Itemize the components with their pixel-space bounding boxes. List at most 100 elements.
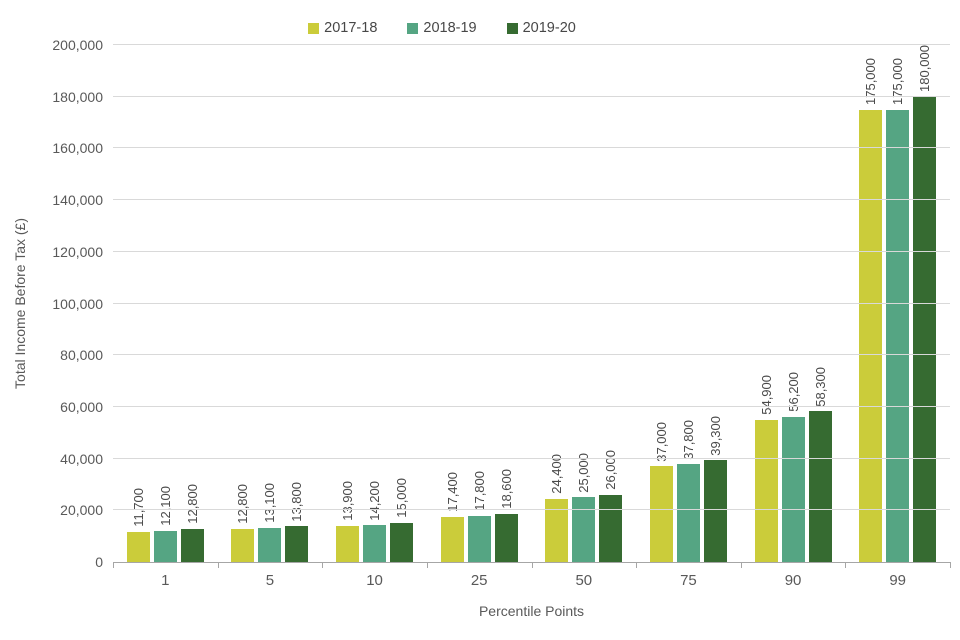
x-category-label: 1: [161, 572, 170, 589]
x-tick: [113, 562, 114, 568]
legend-swatch-2017-18: [308, 22, 320, 34]
plot-area: 11,700 12,100 12,800 12,800 13,100 13,800 13,9…: [113, 44, 950, 563]
bar-slot-2019-20-p99: 180,000: [913, 44, 937, 562]
y-tick-label: 80,000: [60, 347, 103, 364]
legend-swatch-2019-20: [506, 22, 518, 34]
bar-2018-19-p10: [363, 525, 387, 562]
bar-value-label: 13,100: [262, 483, 278, 524]
bar-slot-2018-19-p75: 37,800: [676, 45, 700, 562]
x-tick: [950, 562, 951, 568]
bar-2019-20-p99: [913, 96, 937, 562]
bar-2018-19-p25: [467, 516, 491, 562]
x-tick: [740, 562, 742, 568]
x-tick: [426, 562, 428, 568]
x-category-label: 5: [265, 572, 275, 589]
bar-2017-18-p75: [649, 466, 673, 562]
bar-slot-2019-20-p50: 26,000: [599, 45, 623, 562]
gridline: [113, 354, 950, 356]
y-tick-label: 160,000: [52, 140, 103, 157]
gridline: [113, 44, 950, 45]
x-tick: [322, 562, 324, 568]
bar-2018-19-p90: [781, 416, 805, 562]
y-axis-labels: 0 20,000 40,000 60,000 80,000 100,000 120,000 1…: [0, 37, 103, 570]
gridline: [113, 199, 950, 201]
bar-value-label: 15,000: [394, 478, 410, 519]
bar-value-label: 58,300: [812, 366, 828, 407]
bar-slot-2017-18-p25: 17,400: [440, 45, 464, 562]
legend-item-2019-20: 2019-20: [506, 20, 576, 36]
x-axis-ticks: [113, 562, 951, 568]
bar-value-label: 11,700: [130, 487, 146, 527]
bar-2017-18-p25: [440, 517, 464, 562]
bar-slot-2019-20-p75: 39,300: [703, 45, 727, 562]
gridline: [113, 405, 950, 407]
bar-slot-2018-19-p25: 17,800: [467, 45, 491, 562]
bar-2018-19-p1: [153, 530, 177, 562]
bar-2019-20-p90: [808, 411, 832, 562]
y-tick-label: 140,000: [52, 192, 103, 209]
y-tick-label: 100,000: [52, 295, 103, 312]
bar-value-label: 24,400: [549, 454, 565, 494]
bar-value-label: 17,400: [444, 472, 460, 513]
bar-value-label: 13,900: [340, 481, 356, 522]
bar-group-p5: 12,800 13,100 13,800: [218, 45, 323, 562]
bar-2019-20-p10: [390, 523, 414, 562]
bar-slot-2018-19-p99: 175,000: [886, 45, 910, 562]
legend-label-2019-20: 2019-20: [522, 20, 576, 36]
y-tick-label: 0: [95, 554, 103, 570]
bar-value-label: 13,800: [289, 481, 305, 522]
bar-2018-19-p5: [258, 528, 282, 562]
bar-2018-19-p99: [886, 109, 910, 562]
bar-slot-2019-20-p1: 12,800: [180, 45, 204, 562]
bar-2017-18-p50: [545, 498, 569, 562]
bar-slot-2018-19-p50: 25,000: [572, 45, 596, 562]
bar-value-label: 39,300: [707, 415, 723, 456]
bar-value-label: 37,000: [653, 421, 669, 462]
bar-value-label: 175,000: [890, 57, 906, 105]
bar-value-label: 26,000: [603, 450, 619, 490]
bar-value-label: 37,800: [680, 419, 696, 460]
bar-2017-18-p90: [754, 420, 778, 562]
bar-slot-2018-19-p90: 56,200: [781, 45, 805, 562]
legend-label-2017-18: 2017-18: [324, 20, 378, 36]
gridline: [113, 509, 950, 511]
bar-value-label: 17,800: [471, 471, 487, 511]
bar-slot-2017-18-p50: 24,400: [545, 45, 569, 562]
x-category-label: 75: [680, 572, 697, 589]
legend: 2017-18 2018-19 2019-20: [0, 20, 922, 36]
bar-group-p50: 24,400 25,000 26,000: [532, 45, 637, 562]
x-category-label: 10: [366, 572, 383, 589]
bar-slot-2019-20-p90: 58,300: [808, 45, 832, 562]
x-category-label: 99: [889, 572, 907, 589]
bar-value-label: 12,800: [235, 484, 251, 524]
bar-group-p75: 37,000 37,800 39,300: [636, 45, 741, 562]
bar-slot-2017-18-p99: 175,000: [859, 45, 883, 562]
bar-group-p25: 17,400 17,800 18,600: [427, 45, 532, 562]
legend-item-2017-18: 2017-18: [308, 20, 377, 36]
bar-2019-20-p25: [494, 513, 518, 562]
bar-2017-18-p5: [231, 528, 255, 562]
y-tick-label: 200,000: [52, 37, 103, 53]
bar-2017-18-p10: [336, 526, 360, 562]
x-category-label: 90: [784, 572, 802, 589]
legend-item-2018-19: 2018-19: [407, 20, 477, 36]
x-axis-category-labels: 1 5 10 25 50 75 90 99: [113, 572, 950, 589]
bar-2018-19-p50: [572, 497, 596, 562]
bar-slot-2018-19-p5: 13,100: [258, 45, 282, 562]
bar-group-p10: 13,900 14,200 15,000: [322, 45, 427, 562]
bar-2019-20-p75: [703, 460, 727, 562]
y-tick-label: 20,000: [60, 502, 103, 519]
bar-2019-20-p50: [599, 494, 623, 562]
bar-value-label: 180,000: [917, 44, 933, 92]
gridline: [113, 147, 950, 149]
x-axis-title: Percentile Points: [478, 603, 585, 619]
bar-slot-2017-18-p10: 13,900: [336, 45, 360, 562]
x-category-label: 50: [575, 572, 593, 589]
x-tick: [845, 562, 847, 568]
gridline: [113, 457, 950, 459]
bar-2019-20-p1: [180, 528, 204, 562]
bar-slot-2019-20-p10: 15,000: [390, 45, 414, 562]
bar-group-p1: 11,700 12,100 12,800: [113, 45, 218, 562]
bar-2017-18-p99: [859, 109, 883, 562]
